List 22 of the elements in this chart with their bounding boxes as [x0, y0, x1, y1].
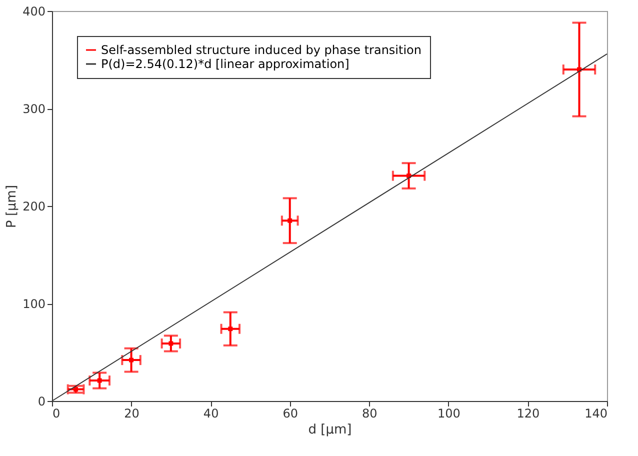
- y-tick-label: 0: [38, 394, 46, 408]
- point: [97, 378, 102, 383]
- x-tick-label: 140: [584, 406, 608, 420]
- y-tick-label: 400: [22, 4, 46, 18]
- x-tick-label: 20: [124, 406, 140, 420]
- x-tick-label: 100: [437, 406, 460, 420]
- x-tick-label: 60: [282, 406, 298, 420]
- legend-label: Self-assembled structure induced by phase transition: [101, 43, 422, 57]
- x-tick-label: 40: [203, 406, 219, 420]
- legend-label: P(d)=2.54(0.12)*d [linear approximation]: [101, 57, 350, 71]
- y-tick-label: 300: [22, 102, 46, 116]
- y-tick-label: 100: [22, 297, 46, 311]
- y-axis-title: P [µm]: [4, 184, 20, 228]
- x-tick-label: 0: [52, 406, 60, 420]
- point: [288, 218, 292, 223]
- x-tick-label: 120: [516, 406, 540, 420]
- point: [129, 358, 134, 362]
- point: [168, 341, 174, 346]
- x-axis-title: d [µm]: [308, 422, 352, 438]
- x-tick-label: 80: [362, 406, 378, 420]
- point: [228, 326, 233, 332]
- y-tick-label: 200: [22, 200, 46, 214]
